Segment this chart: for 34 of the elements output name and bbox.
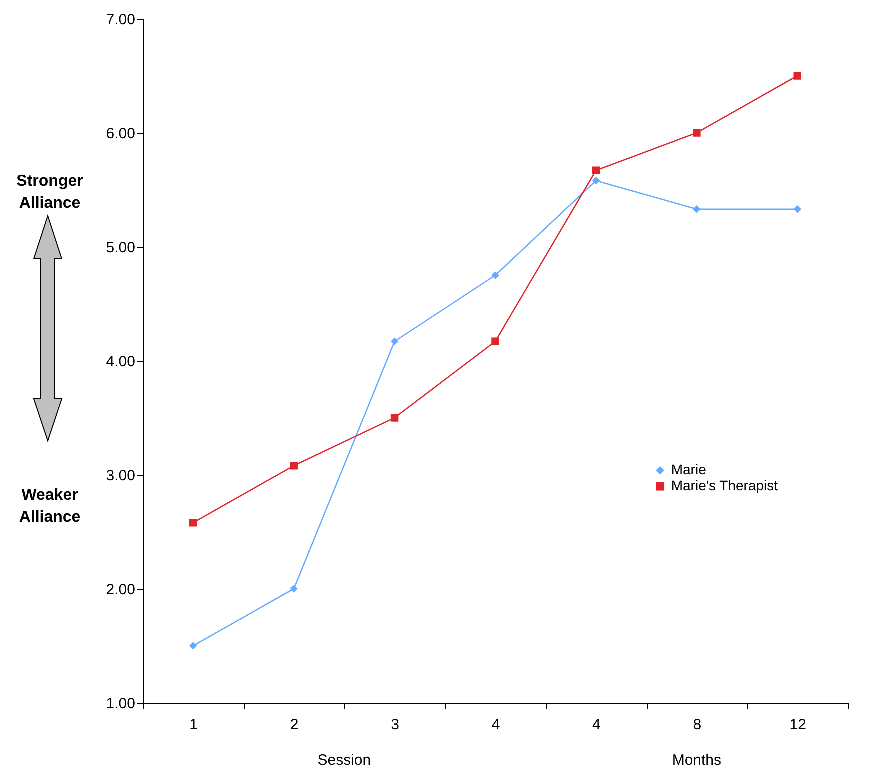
text: Stronger Alliance — [16, 173, 84, 212]
point — [592, 166, 600, 174]
point — [390, 338, 399, 346]
point — [693, 206, 701, 214]
x-tick-label: 1 — [190, 716, 198, 734]
y-tick-label: 7.00 — [106, 12, 136, 28]
y-tick-label: 2.00 — [106, 582, 136, 598]
x-tick-label: 12 — [790, 716, 806, 734]
x-tick-label: 8 — [693, 716, 702, 734]
y-tick-label: 1.00 — [106, 696, 136, 712]
legend-label: Marie — [671, 462, 707, 478]
point — [492, 272, 500, 280]
point — [189, 642, 198, 650]
y-tick-label: 6.00 — [106, 126, 136, 142]
x-tick-label: 3 — [391, 716, 400, 734]
point — [794, 72, 802, 80]
x-tick-label: 4 — [592, 716, 601, 734]
x-tick-label: 2 — [290, 716, 299, 734]
point — [693, 129, 701, 137]
y-tick-label: 5.00 — [106, 240, 136, 256]
y-tick-label: 3.00 — [106, 468, 136, 484]
point — [390, 414, 399, 422]
text: Session — [318, 752, 372, 769]
text: Months — [672, 752, 722, 769]
y-tick-label: 4.00 — [106, 354, 136, 370]
x-tick-label: 4 — [492, 716, 500, 734]
point — [492, 338, 500, 346]
point — [592, 177, 600, 185]
point — [794, 206, 802, 214]
legend-label: Marie's Therapist — [671, 478, 778, 494]
point — [290, 585, 298, 593]
point — [189, 519, 198, 527]
text: Weaker Alliance — [19, 487, 81, 526]
point — [290, 462, 298, 470]
